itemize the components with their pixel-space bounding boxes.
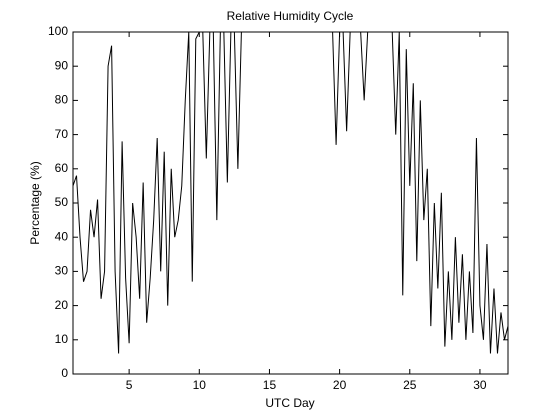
x-tick-label: 10 xyxy=(193,378,207,392)
y-tick-label: 40 xyxy=(55,229,69,243)
y-axis-label: Percentage (%) xyxy=(28,161,42,244)
x-axis-label: UTC Day xyxy=(265,396,314,410)
y-tick-label: 30 xyxy=(55,264,69,278)
y-tick-label: 0 xyxy=(61,366,68,380)
y-tick-label: 90 xyxy=(55,58,69,72)
x-tick-label: 15 xyxy=(263,378,277,392)
y-tick-label: 60 xyxy=(55,161,69,175)
x-tick-label: 20 xyxy=(333,378,347,392)
y-tick-label: 100 xyxy=(48,24,68,38)
x-tick-label: 5 xyxy=(126,378,133,392)
data-line xyxy=(73,32,508,354)
y-tick-label: 50 xyxy=(55,195,69,209)
y-tick-label: 70 xyxy=(55,127,69,141)
y-tick-label: 10 xyxy=(55,332,69,346)
x-tick-label: 30 xyxy=(473,378,487,392)
y-tick-label: 80 xyxy=(55,93,69,107)
chart-title: Relative Humidity Cycle xyxy=(227,9,354,23)
x-tick-label: 25 xyxy=(403,378,417,392)
y-tick-label: 20 xyxy=(55,298,69,312)
